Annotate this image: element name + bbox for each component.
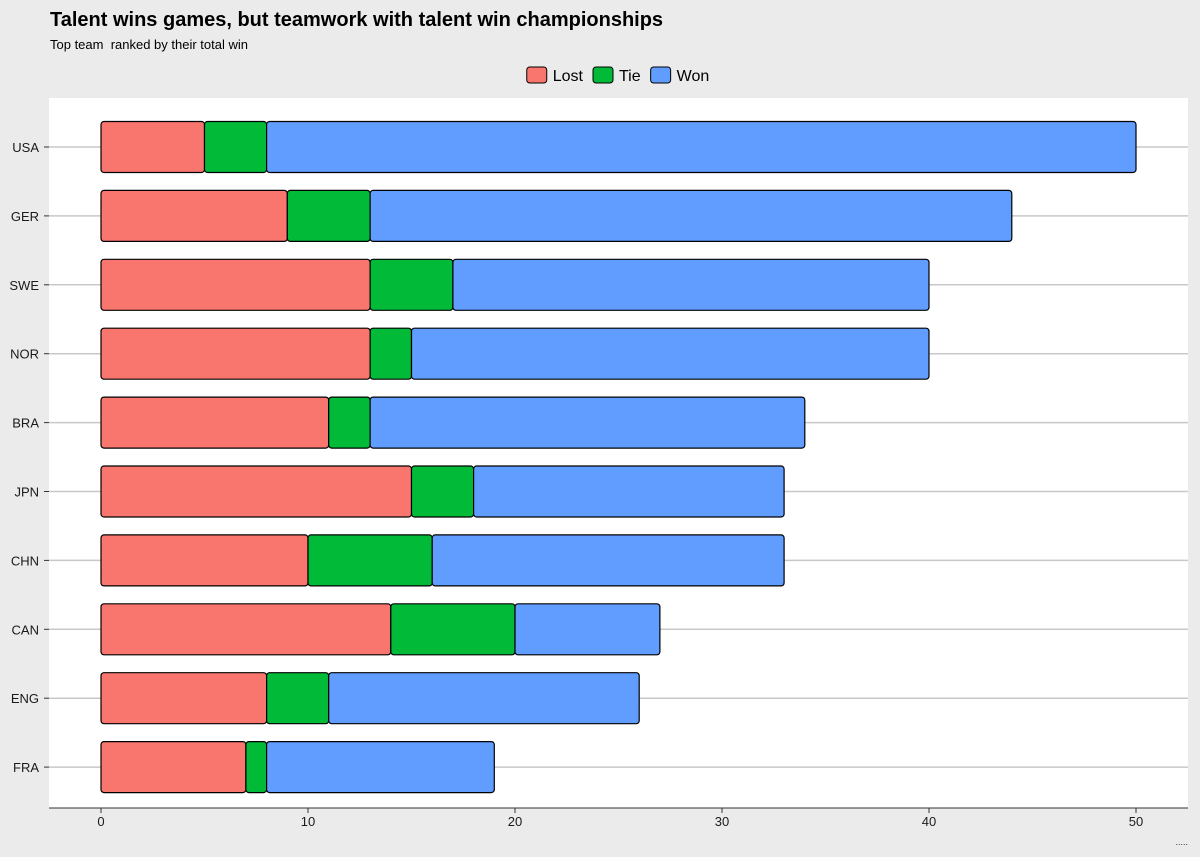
bars [100, 120, 1137, 794]
bar-can-lost[interactable] [100, 603, 392, 656]
legend-label-won[interactable]: Won [677, 68, 710, 85]
bar-swe-lost[interactable] [100, 258, 371, 311]
bar-nor-tie[interactable] [369, 327, 413, 380]
x-tick-label-30: 30 [715, 814, 729, 829]
y-tick-label-eng: ENG [11, 691, 39, 706]
bar-eng-tie[interactable] [266, 672, 330, 725]
bar-bra-lost[interactable] [100, 396, 330, 449]
y-tick-label-ger: GER [11, 209, 39, 224]
bar-fra-lost[interactable] [100, 740, 247, 794]
y-tick-label-nor: NOR [10, 347, 39, 362]
bar-chn-won[interactable] [431, 534, 785, 587]
legend-label-tie[interactable]: Tie [619, 68, 641, 85]
chart-caption: ..... [1175, 837, 1188, 847]
bar-usa-lost[interactable] [100, 120, 206, 174]
y-tick-label-swe: SWE [9, 278, 39, 293]
bar-chn-lost[interactable] [100, 534, 309, 587]
legend-swatch-tie[interactable] [592, 66, 614, 84]
x-tick-label-40: 40 [922, 814, 936, 829]
x-axis: 0 10 20 30 40 50 [97, 808, 1143, 829]
bar-ger-won[interactable] [369, 189, 1013, 242]
bar-can-won[interactable] [514, 603, 661, 656]
bar-ger-lost[interactable] [100, 189, 288, 242]
bar-nor-won[interactable] [410, 327, 930, 380]
x-tick-label-50: 50 [1129, 814, 1143, 829]
bar-can-tie[interactable] [390, 603, 516, 656]
bar-usa-tie[interactable] [203, 120, 268, 174]
bar-jpn-tie[interactable] [410, 465, 475, 518]
bar-swe-tie[interactable] [369, 258, 454, 311]
bar-chn-tie[interactable] [307, 534, 433, 587]
x-tick-label-0: 0 [97, 814, 104, 829]
legend-swatch-won[interactable] [650, 66, 672, 84]
bar-fra-won[interactable] [266, 740, 495, 794]
bar-ger-tie[interactable] [286, 189, 371, 242]
y-tick-label-can: CAN [12, 622, 39, 637]
y-tick-label-usa: USA [12, 140, 39, 155]
bar-jpn-won[interactable] [473, 465, 785, 518]
y-tick-label-fra: FRA [13, 760, 39, 775]
bar-bra-won[interactable] [369, 396, 806, 449]
x-tick-label-10: 10 [301, 814, 315, 829]
bar-eng-won[interactable] [328, 672, 640, 725]
bar-fra-tie[interactable] [245, 740, 268, 794]
bar-bra-tie[interactable] [328, 396, 371, 449]
y-tick-label-chn: CHN [11, 553, 39, 568]
legend: Lost Tie Won [526, 66, 710, 85]
y-tick-label-jpn: JPN [14, 485, 39, 500]
bar-jpn-lost[interactable] [100, 465, 413, 518]
x-tick-label-20: 20 [508, 814, 522, 829]
bar-usa-won[interactable] [266, 120, 1137, 174]
y-tick-label-bra: BRA [12, 416, 39, 431]
legend-label-lost[interactable]: Lost [553, 68, 584, 85]
bar-eng-lost[interactable] [100, 672, 268, 725]
chart-subtitle: Top team ranked by their total win [50, 37, 248, 52]
legend-swatch-lost[interactable] [526, 66, 548, 84]
y-axis: USA GER SWE NOR BRA JPN CHN CAN ENG FRA [9, 140, 49, 775]
chart-title: Talent wins games, but teamwork with tal… [50, 9, 664, 31]
bar-nor-lost[interactable] [100, 327, 371, 380]
bar-swe-won[interactable] [452, 258, 930, 311]
